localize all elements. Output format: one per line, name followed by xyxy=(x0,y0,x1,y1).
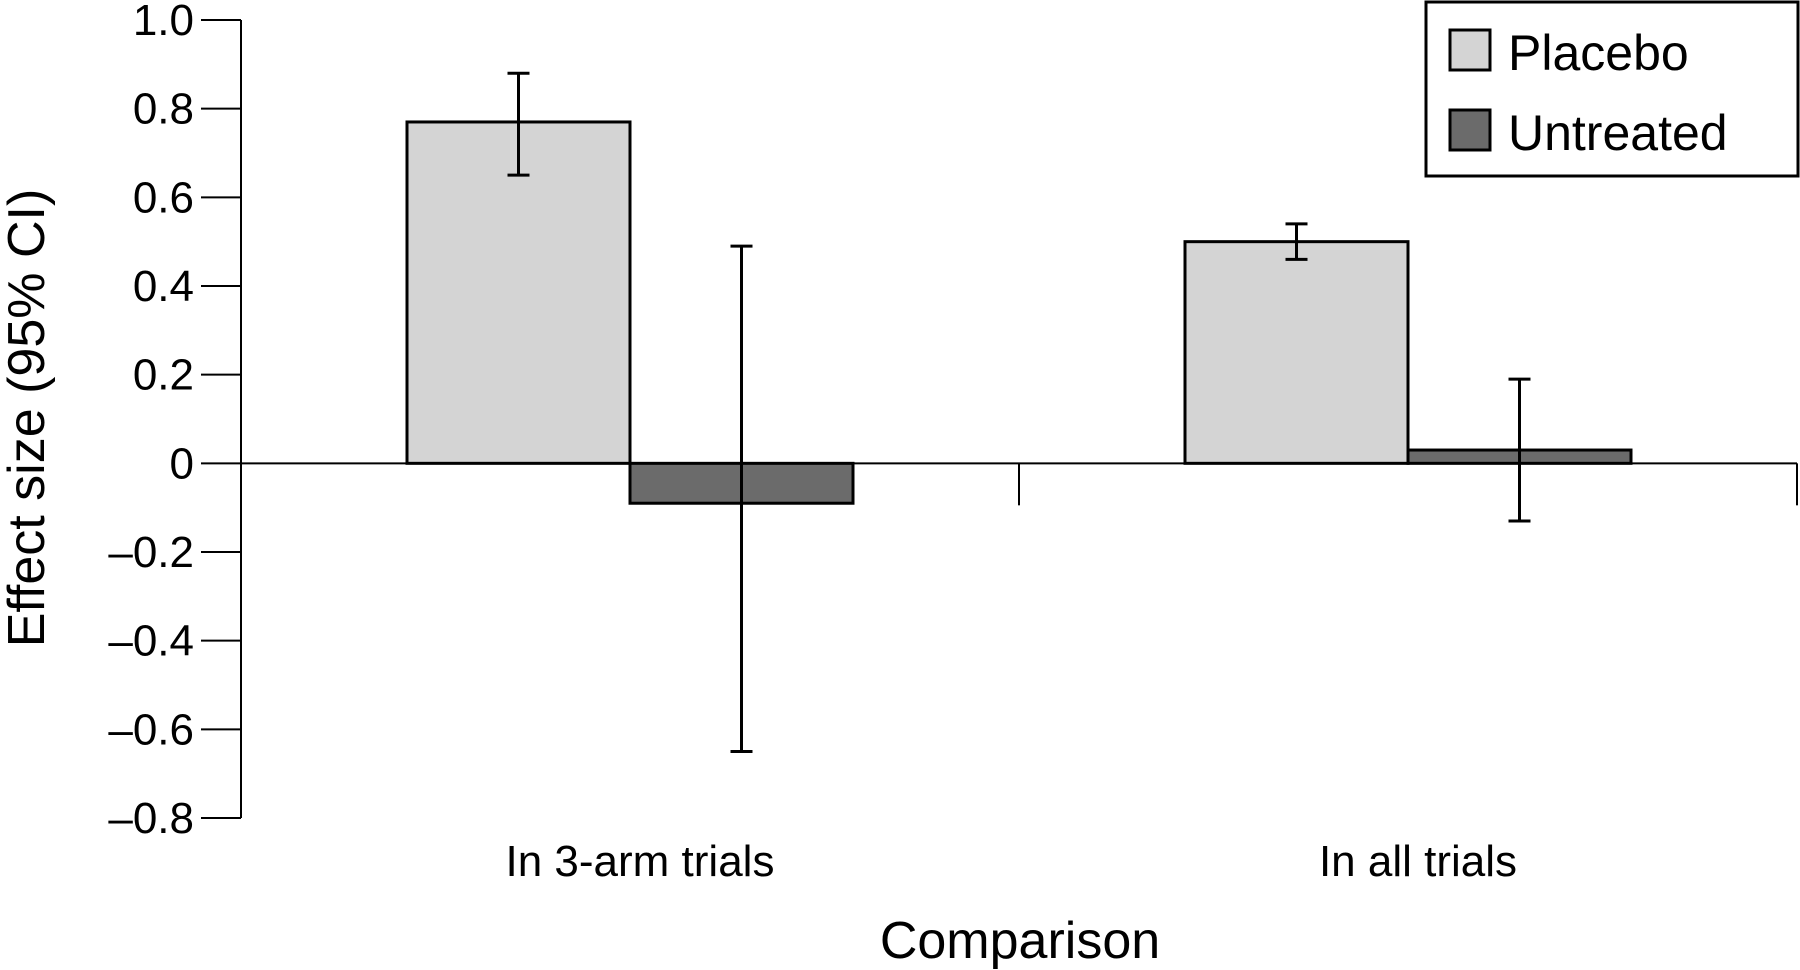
bar-placebo-1 xyxy=(405,120,632,465)
y-tick-label: –0.4 xyxy=(108,617,194,666)
y-ticks: 1.0 0.8 0.6 0.4 0.2 0 –0.2 –0.4 –0.6 –0.8 xyxy=(108,0,241,843)
category-label: In 3-arm trials xyxy=(506,837,775,886)
category-labels: In 3-arm trials In all trials xyxy=(506,837,1518,886)
category-label: In all trials xyxy=(1319,837,1517,886)
bar-placebo-2 xyxy=(1183,240,1410,465)
error-bars xyxy=(507,71,1531,753)
y-tick-label: 1.0 xyxy=(133,0,194,45)
y-tick-label: 0.4 xyxy=(133,262,194,311)
bars xyxy=(405,120,1633,505)
legend-swatch-untreated xyxy=(1448,108,1492,152)
x-axis-title: Comparison xyxy=(880,912,1160,970)
y-tick-label: 0.2 xyxy=(133,351,194,400)
legend-swatch-placebo xyxy=(1448,28,1492,72)
y-tick-label: –0.2 xyxy=(108,528,194,577)
y-tick-label: –0.8 xyxy=(108,794,194,843)
y-axis-title: Effect size (95% CI) xyxy=(0,189,56,648)
legend-label-placebo: Placebo xyxy=(1508,25,1689,81)
y-tick-label: –0.6 xyxy=(108,705,194,754)
legend: Placebo Untreated xyxy=(1424,0,1800,178)
y-tick-label: 0.8 xyxy=(133,85,194,134)
y-tick-label: 0.6 xyxy=(133,173,194,222)
y-tick-label: 0 xyxy=(170,439,194,488)
legend-label-untreated: Untreated xyxy=(1508,105,1728,161)
